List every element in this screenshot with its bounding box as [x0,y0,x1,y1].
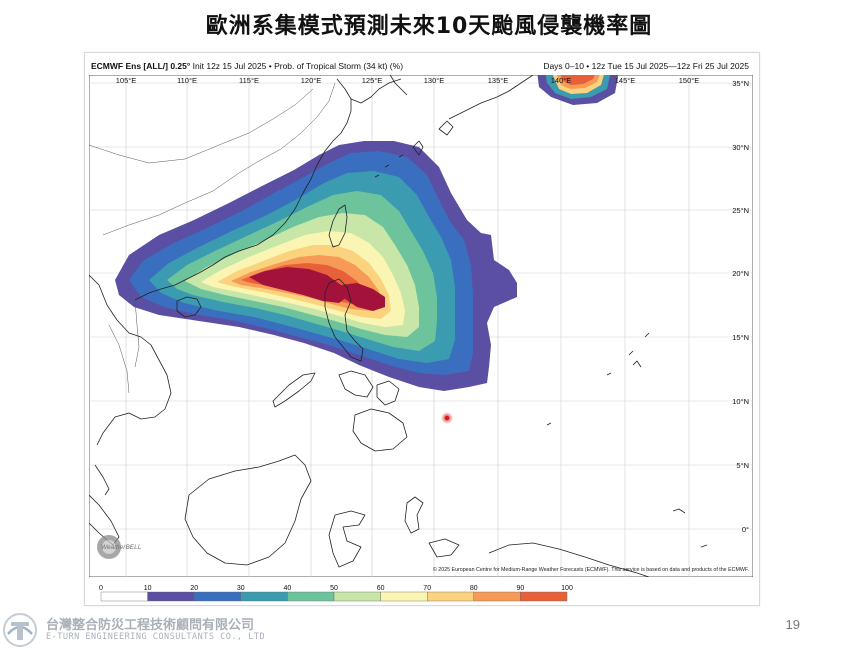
colorbar-tick-label: 20 [190,585,198,592]
ecmwf-credit: © 2025 European Centre for Medium-Range … [433,566,749,573]
colorbar-tick-label: 70 [423,585,431,592]
watermark-text: WeatherBELL [101,544,142,551]
lat-label: 25°N [732,206,749,215]
colorbar-swatch [241,592,288,601]
lon-label: 140°E [551,76,572,85]
lon-label: 145°E [615,76,636,85]
colorbar-swatch [520,592,567,601]
lat-label: 5°N [736,461,749,470]
colorbar-swatch [148,592,195,601]
probability-map-figure: ECMWF Ens [ALL/] 0.25° Init 12z 15 Jul 2… [84,52,760,606]
lat-label: 35°N [732,79,749,88]
colorbar-tick-label: 90 [517,585,525,592]
colorbar-tick-label: 80 [470,585,478,592]
colorbar-swatch [287,592,334,601]
lat-label: 15°N [732,333,749,342]
colorbar-tick-label: 60 [377,585,385,592]
page-number: 19 [786,617,800,632]
lon-label: 130°E [424,76,445,85]
colorbar-swatch [101,592,148,601]
colorbar: 0 10 20 30 40 50 60 70 80 90 100 [99,583,579,609]
colorbar-tick-label: 40 [284,585,292,592]
lon-label: 125°E [362,76,383,85]
colorbar-tick-label: 50 [330,585,338,592]
lat-label: 20°N [732,269,749,278]
company-logo [2,612,38,648]
company-name-cn: 台灣整合防災工程技術顧問有限公司 [46,614,254,633]
lat-label: 0° [742,525,749,534]
figure-header: ECMWF Ens [ALL/] 0.25° Init 12z 15 Jul 2… [91,61,749,75]
slide-title: 歐洲系集模式預測未來10天颱風侵襲機率圖 [0,8,858,40]
colorbar-tick-label: 0 [99,585,103,592]
lon-label: 135°E [488,76,509,85]
product-label: Prob. of Tropical Storm (34 kt) (%) [274,61,403,71]
lat-label: 30°N [732,143,749,152]
lon-label: 110°E [177,76,197,85]
lon-label: 115°E [239,76,259,85]
colorbar-swatches [101,592,567,601]
colorbar-ticks: 0 10 20 30 40 50 60 70 80 90 100 [99,585,573,592]
lat-label: 10°N [732,397,749,406]
valid-period: Days 0–10 • 12z Tue 15 Jul 2025—12z Fri … [543,61,749,71]
colorbar-swatch [474,592,521,601]
lon-label: 120°E [301,76,322,85]
colorbar-swatch [381,592,428,601]
colorbar-tick-label: 100 [561,585,573,592]
colorbar-tick-label: 10 [144,585,152,592]
colorbar-svg: 0 10 20 30 40 50 60 70 80 90 100 [99,583,579,605]
model-label: ECMWF Ens [ALL/] 0.25° [91,61,190,71]
init-time: Init 12z 15 Jul 2025 [193,61,267,71]
lon-label: 105°E [116,76,137,85]
colorbar-swatch [194,592,241,601]
colorbar-swatch [427,592,474,601]
colorbar-swatch [334,592,381,601]
colorbar-tick-label: 30 [237,585,245,592]
company-name-en: E-TURN ENGINEERING CONSULTANTS CO., LTD [46,632,265,642]
probability-map: 105°E 110°E 115°E 120°E 125°E 130°E 135°… [89,75,753,577]
lon-label: 150°E [679,76,700,85]
